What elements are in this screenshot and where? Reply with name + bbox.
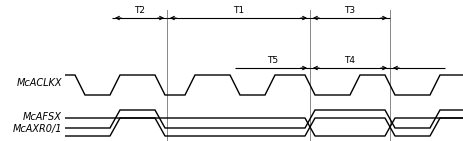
Text: McACLKX: McACLKX [17,78,62,88]
Text: T2: T2 [134,6,144,15]
Text: T1: T1 [232,6,244,15]
Text: McAXR0/1: McAXR0/1 [13,124,62,134]
Text: T3: T3 [344,6,355,15]
Text: T5: T5 [266,56,277,65]
Text: McAFSX: McAFSX [23,112,62,122]
Text: T4: T4 [344,56,355,65]
